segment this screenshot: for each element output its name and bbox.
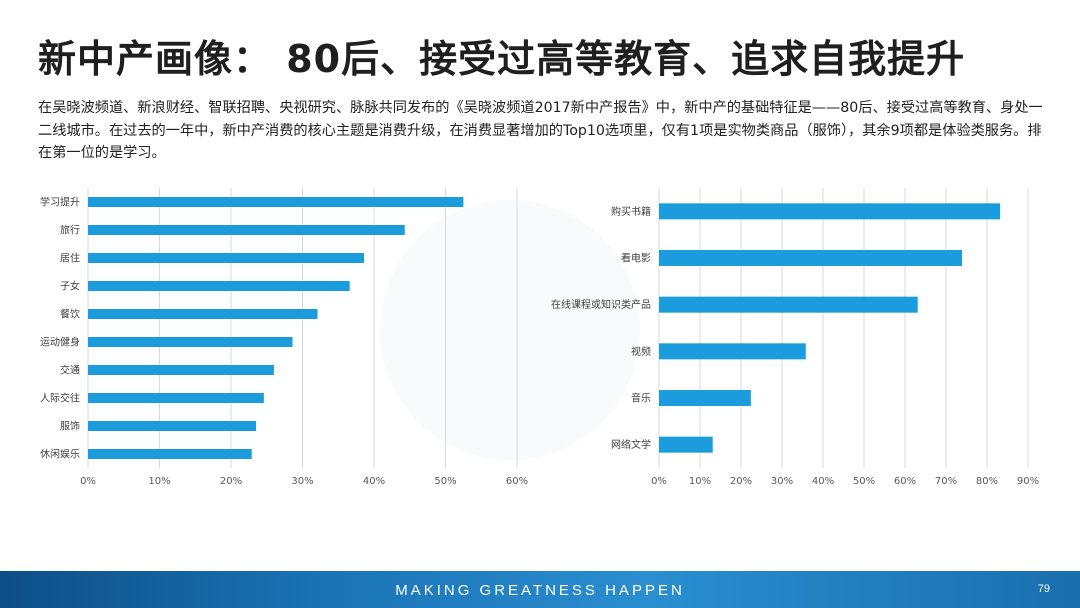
category-label: 在线课程或知识类产品: [551, 298, 651, 311]
x-tick-label: 90%: [1017, 476, 1039, 487]
bar: [88, 337, 293, 347]
bar: [88, 281, 350, 291]
category-label: 餐饮: [60, 308, 80, 321]
category-label: 居住: [60, 252, 80, 265]
page-number: 79: [1037, 583, 1050, 595]
bar: [88, 449, 252, 459]
category-label: 看电影: [621, 252, 651, 265]
category-label: 人际交往: [40, 392, 80, 405]
category-label: 音乐: [631, 392, 651, 405]
bar: [659, 436, 713, 453]
bar: [659, 390, 751, 406]
category-label: 网络文学: [611, 438, 651, 451]
x-tick-label: 70%: [935, 476, 957, 487]
x-tick-label: 0%: [651, 476, 667, 487]
bar: [88, 197, 464, 207]
x-tick-label: 80%: [976, 476, 998, 487]
x-tick-label: 40%: [812, 476, 834, 487]
category-label: 购买书籍: [611, 205, 651, 218]
bar: [659, 203, 1001, 220]
bar: [88, 309, 318, 319]
bar: [659, 296, 918, 313]
category-label: 子女: [60, 280, 80, 293]
x-tick-label: 40%: [363, 476, 385, 487]
x-tick-label: 0%: [80, 476, 96, 487]
x-tick-label: 30%: [291, 476, 313, 487]
x-tick-label: 20%: [220, 476, 242, 487]
bar: [659, 250, 962, 266]
description-paragraph: 在吴晓波频道、新浪财经、智联招聘、央视研究、脉脉共同发布的《吴晓波频道2017新…: [38, 100, 1043, 161]
x-tick-label: 20%: [730, 476, 752, 487]
category-label: 学习提升: [40, 196, 80, 209]
bar: [88, 225, 405, 235]
footer-bar: MAKING GREATNESS HAPPEN 79: [0, 571, 1080, 608]
category-label: 运动健身: [40, 336, 80, 349]
category-label: 交通: [60, 364, 80, 377]
x-tick-label: 10%: [689, 476, 711, 487]
bar: [88, 393, 264, 403]
bar: [659, 343, 806, 360]
page-title: 新中产画像： 80后、接受过高等教育、追求自我提升: [38, 37, 966, 81]
x-tick-label: 10%: [148, 476, 170, 487]
category-label: 旅行: [60, 224, 80, 237]
x-tick-label: 60%: [506, 476, 528, 487]
bar: [88, 365, 274, 375]
x-tick-label: 50%: [434, 476, 456, 487]
footer-slogan: MAKING GREATNESS HAPPEN: [395, 582, 685, 599]
chart-knowledge-spending: 0% 10% 20% 30% 40% 50% 60% 70% 80% 90% 购买书籍看电影在线课程…: [551, 188, 1039, 487]
bar: [88, 253, 364, 263]
category-label: 休闲娱乐: [40, 448, 80, 461]
bar: [88, 421, 257, 431]
x-tick-label: 50%: [853, 476, 875, 487]
category-label: 服饰: [60, 420, 80, 433]
x-tick-label: 30%: [771, 476, 793, 487]
category-label: 视频: [631, 345, 651, 358]
chart-consumption-increase: 0% 10% 20% 30% 40% 50% 60% 学习提升旅行居住子女餐饮运动健身交通人际…: [40, 188, 528, 487]
x-tick-label: 60%: [894, 476, 916, 487]
